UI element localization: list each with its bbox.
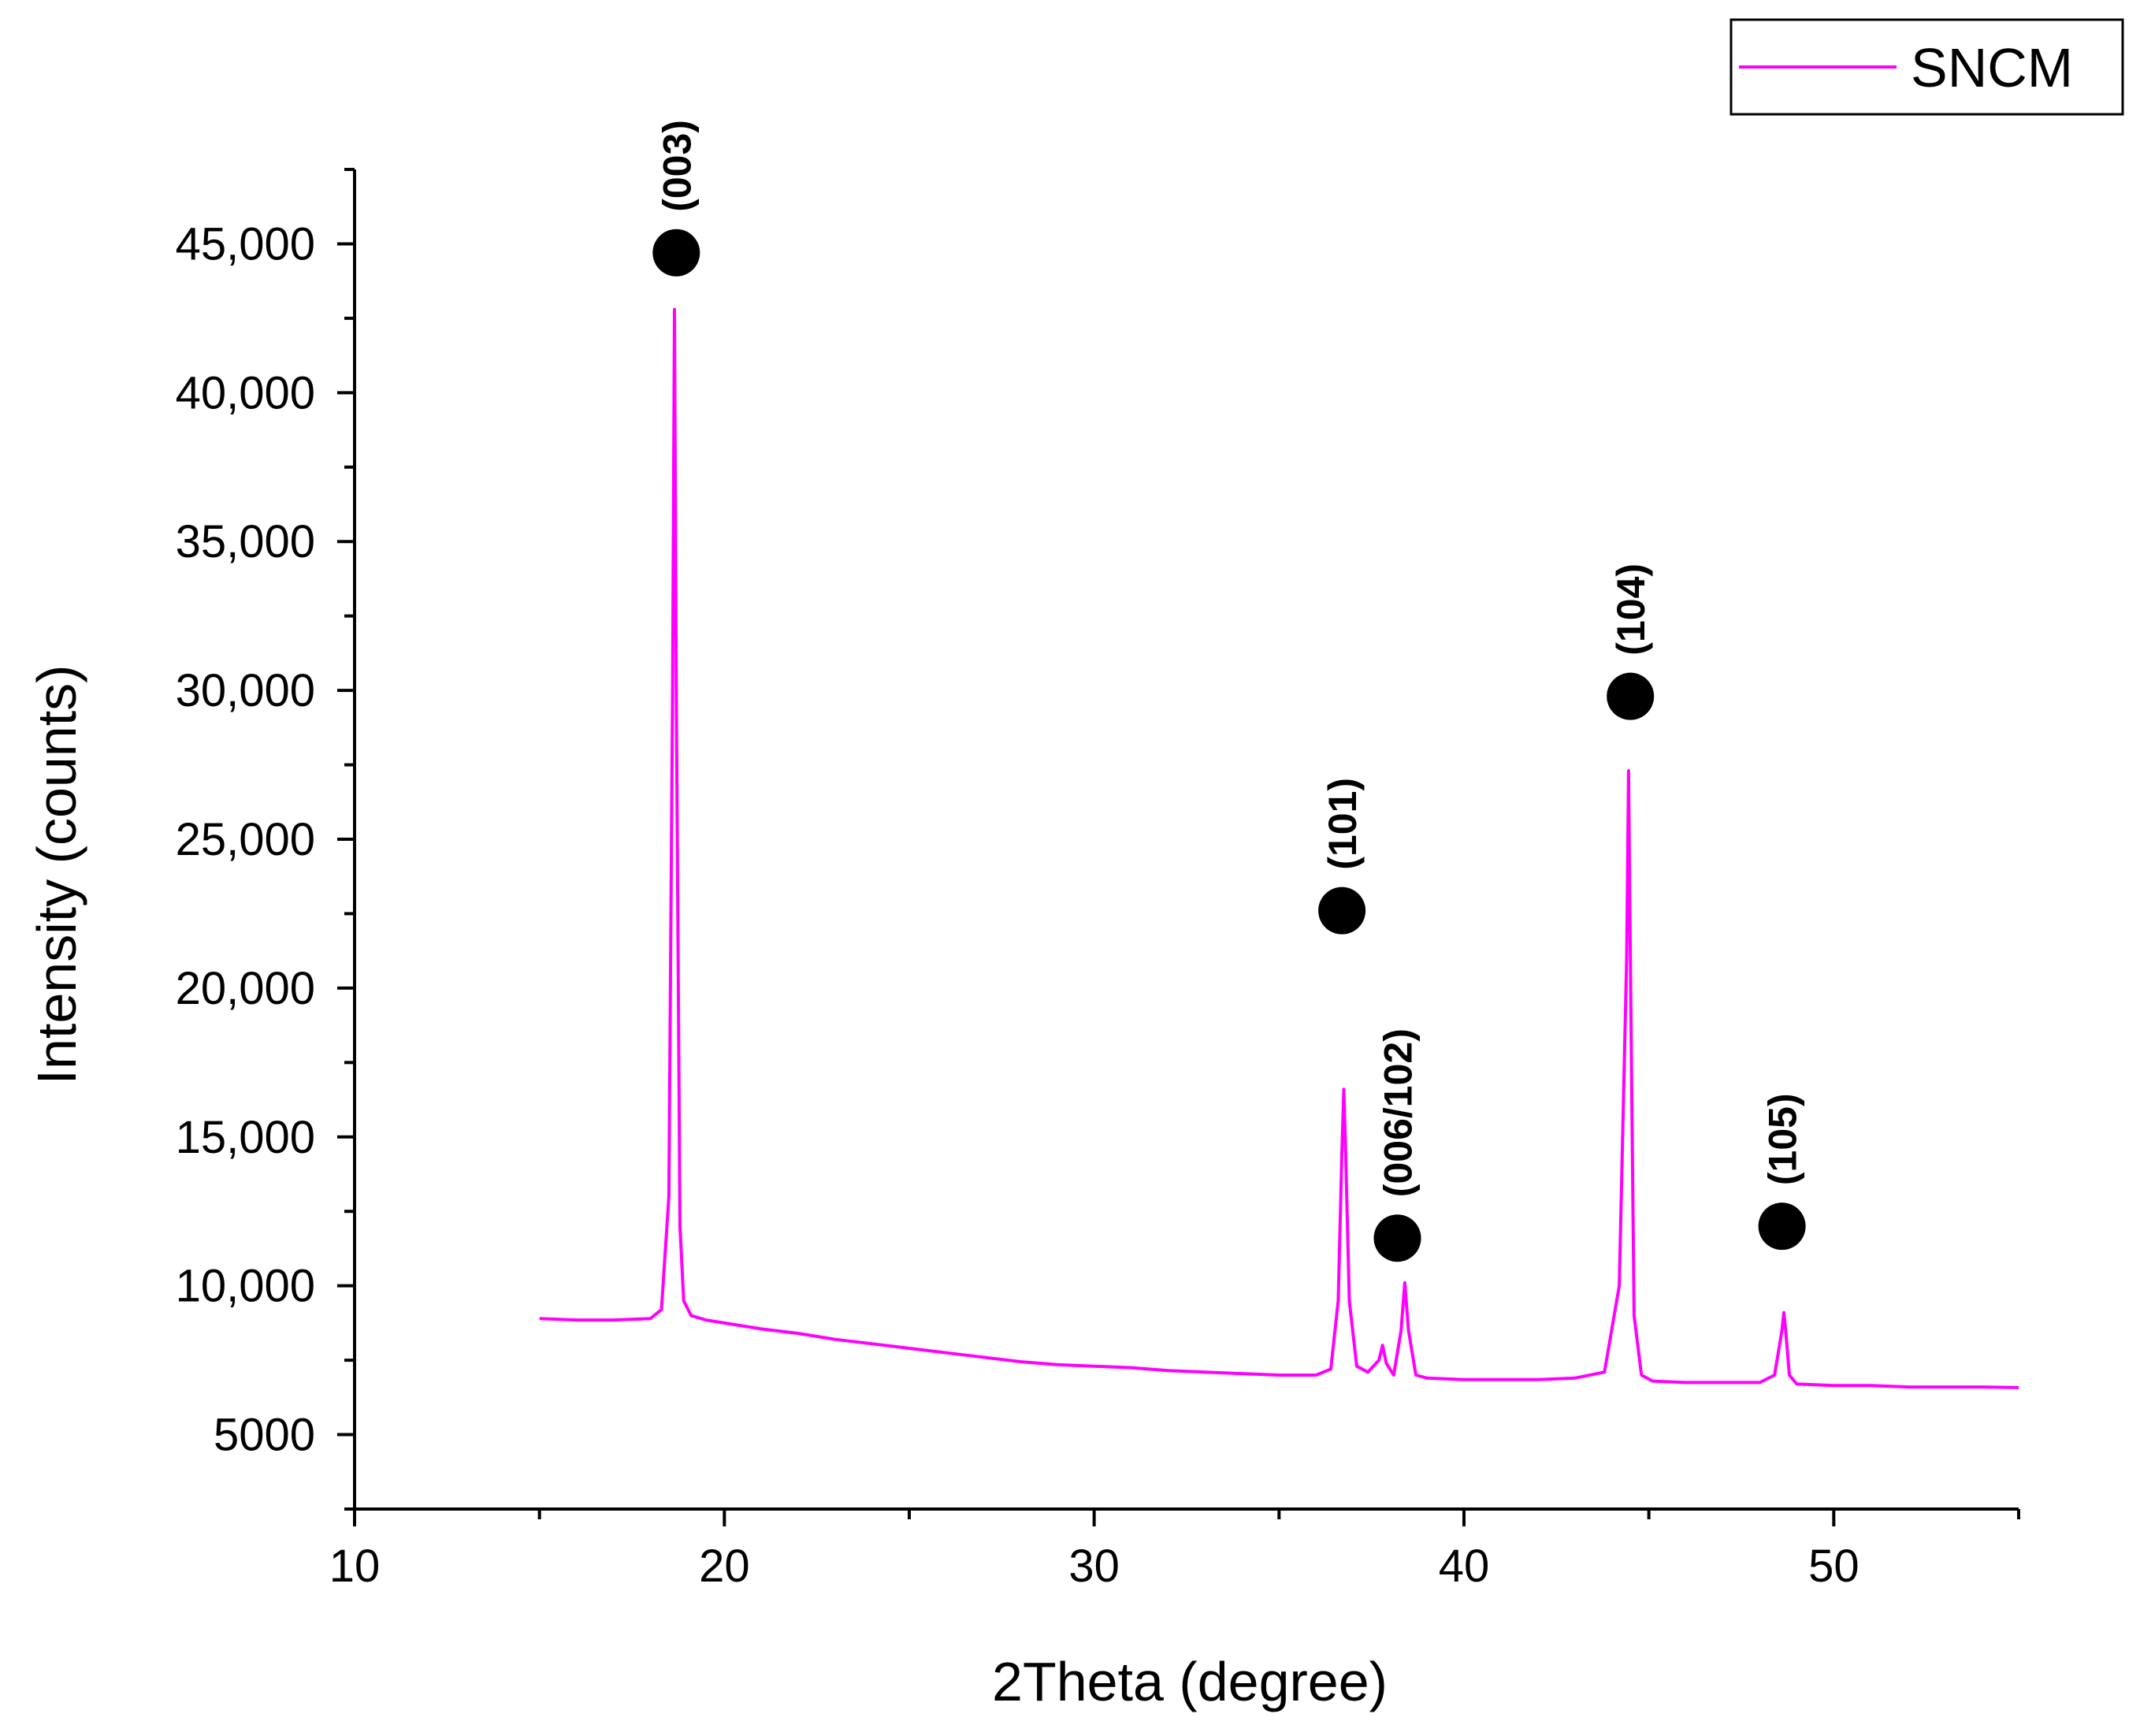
- series-line-sncm: [539, 307, 2019, 1389]
- peak-marker: [1607, 672, 1655, 720]
- peak-marker: [1758, 1203, 1806, 1251]
- peak-label: (101): [1321, 778, 1365, 870]
- x-tick-label: 40: [1439, 1541, 1490, 1592]
- y-tick-label: 40,000: [176, 367, 315, 418]
- y-tick-label: 25,000: [176, 814, 315, 865]
- peak-marker: [1318, 887, 1366, 935]
- y-tick-label: 45,000: [176, 218, 315, 270]
- annotation-layer: (003) (101) (006/102) (104) (105): [652, 120, 1806, 1262]
- x-ticks: 10 20 30 40 50: [329, 1509, 2020, 1592]
- x-tick-label: 30: [1068, 1541, 1120, 1592]
- series-layer: [539, 307, 2019, 1389]
- y-tick-label: 15,000: [176, 1112, 315, 1163]
- legend-label-sncm: SNCM: [1911, 37, 2073, 99]
- y-tick-label: 30,000: [176, 665, 315, 716]
- peak-label: (104): [1609, 563, 1653, 656]
- x-tick-label: 20: [699, 1541, 750, 1592]
- axes: [353, 169, 2019, 1511]
- x-tick-label: 50: [1808, 1541, 1859, 1592]
- peak-marker: [652, 229, 700, 277]
- peak-label: (006/102): [1377, 1028, 1421, 1197]
- legend: SNCM: [1729, 18, 2124, 116]
- peak-marker: [1373, 1214, 1421, 1262]
- x-tick-label: 10: [329, 1541, 381, 1592]
- peak-label: (003): [655, 120, 699, 212]
- y-tick-label: 5000: [214, 1410, 315, 1461]
- y-tick-label: 20,000: [176, 963, 315, 1014]
- y-tick-label: 35,000: [176, 516, 315, 567]
- x-axis-title: 2Theta (degree): [992, 1651, 1388, 1712]
- peak-label: (105): [1761, 1093, 1805, 1185]
- y-axis-title: Intensity (counts): [26, 665, 87, 1085]
- y-ticks: 5000 10,000 15,000 20,000 25,000 30,000 35,000…: [176, 168, 355, 1511]
- y-tick-label: 10,000: [176, 1261, 315, 1312]
